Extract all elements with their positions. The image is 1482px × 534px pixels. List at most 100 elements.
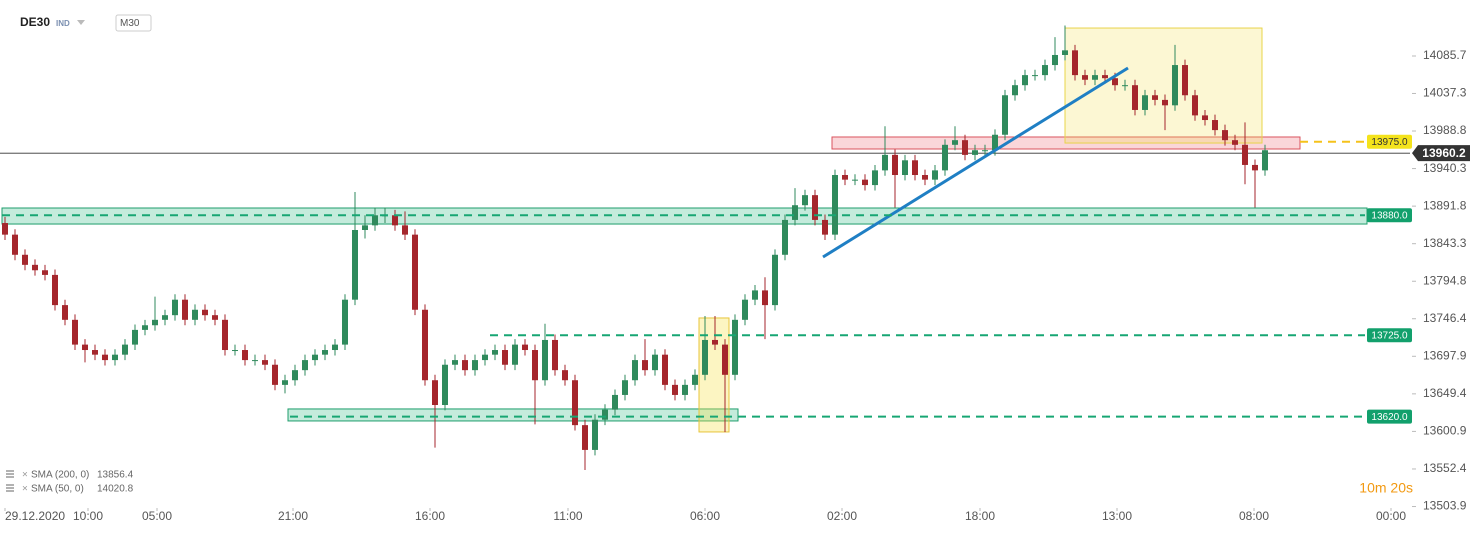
- indicator-remove: ×: [22, 470, 28, 481]
- candle-body: [692, 374, 698, 385]
- y-tick-label: 14037.3: [1423, 86, 1467, 100]
- candle-body: [332, 344, 338, 351]
- indicator-name: SMA (50, 0): [31, 484, 84, 495]
- symbol[interactable]: DE30: [20, 15, 50, 29]
- y-tick-label: 13552.4: [1423, 461, 1467, 475]
- candle-body: [322, 350, 328, 355]
- candle-body: [1002, 95, 1008, 135]
- candle-body: [1022, 75, 1028, 86]
- timeframe-box[interactable]: [115, 14, 152, 32]
- candle-body: [602, 409, 608, 420]
- y-tick-label: 13649.4: [1423, 386, 1467, 400]
- x-tick-label: 06:00: [690, 509, 720, 523]
- candle-body: [1092, 75, 1098, 80]
- candle-body: [162, 315, 168, 320]
- candle-body: [32, 264, 38, 271]
- candle-body: [702, 339, 708, 375]
- candle-body: [142, 325, 148, 330]
- candle-body: [802, 195, 808, 206]
- candle-body: [52, 274, 58, 306]
- candle-body: [1202, 115, 1208, 121]
- indicator-value: 14020.8: [97, 484, 134, 495]
- indicator-name: SMA (200, 0): [31, 470, 89, 481]
- candles-layer: [2, 25, 1268, 471]
- candle-body: [1122, 85, 1128, 87]
- candle-body: [672, 384, 678, 395]
- candle-body: [232, 350, 238, 352]
- candle-body: [932, 170, 938, 180]
- candle-body: [392, 215, 398, 226]
- candle-body: [762, 290, 768, 306]
- candle-body: [652, 354, 658, 371]
- x-tick-label: 18:00: [965, 509, 995, 523]
- axis-layer: 14085.7 14037.3 13988.8 13940.3 13891.8 13843…: [4, 48, 1467, 523]
- x-tick-label: 10:00: [73, 509, 103, 523]
- candle-body: [72, 319, 78, 345]
- level-label: 13880.0: [1371, 210, 1408, 221]
- candle-body: [272, 364, 278, 385]
- candle-body: [982, 150, 988, 152]
- candle-body: [12, 234, 18, 255]
- candle-body: [832, 175, 838, 235]
- candle-body: [942, 144, 948, 171]
- y-tick-label: 13794.8: [1423, 273, 1467, 287]
- candle-body: [532, 350, 538, 381]
- candle-body: [962, 140, 968, 155]
- candle-body: [552, 339, 558, 371]
- indicator-remove: ×: [22, 484, 28, 495]
- symbol-type: IND: [56, 19, 70, 28]
- candle-body: [192, 309, 198, 320]
- indicator-icon: [6, 484, 14, 492]
- candle-body: [732, 319, 738, 375]
- candle-body: [1012, 85, 1018, 96]
- candle-body: [92, 350, 98, 355]
- candle-body: [1102, 75, 1108, 79]
- candle-body: [952, 140, 958, 145]
- candle-body: [882, 154, 888, 171]
- candle-body: [212, 315, 218, 320]
- dropdown-arrow[interactable]: [77, 20, 85, 25]
- y-tick-label: 13746.4: [1423, 311, 1467, 325]
- candle-body: [792, 205, 798, 220]
- candle-body: [222, 319, 228, 351]
- candle-body: [1232, 140, 1238, 145]
- candle-body: [2, 223, 8, 235]
- candle-body: [132, 329, 138, 345]
- candle-body: [612, 394, 618, 410]
- overlay-layer: 13880.0 13725.0 13620.0 13975.0 13960.2 × SMA …: [2, 66, 1470, 495]
- candle-body: [812, 195, 818, 220]
- candle-body: [542, 339, 548, 381]
- candle-body: [742, 299, 748, 320]
- candle-body: [572, 380, 578, 426]
- level-label: 13620.0: [1371, 412, 1408, 423]
- candle-body: [1152, 95, 1158, 100]
- candle-body: [462, 360, 468, 371]
- indicator-icon: [6, 470, 14, 478]
- zone: [1, 207, 1368, 225]
- level-label-box: [1367, 409, 1412, 424]
- y-tick-label: 13940.3: [1423, 161, 1467, 175]
- candle-body: [42, 270, 48, 275]
- x-tick-label: 02:00: [827, 509, 857, 523]
- timeframe[interactable]: M30: [120, 18, 140, 29]
- x-tick-label: 05:00: [142, 509, 172, 523]
- level-label-box: [1367, 328, 1412, 343]
- candle-body: [682, 384, 688, 395]
- x-tick-label: 00:00: [1376, 509, 1406, 523]
- candle-body: [482, 354, 488, 361]
- candle-body: [252, 360, 258, 362]
- candle-body: [782, 219, 788, 255]
- candle-body: [722, 344, 728, 375]
- candle-body: [562, 370, 568, 381]
- candle-body: [1042, 65, 1048, 76]
- y-tick-label: 14085.7: [1423, 48, 1467, 62]
- candle-body: [472, 360, 478, 371]
- candle-body: [772, 254, 778, 306]
- candle-body: [512, 344, 518, 365]
- x-tick-label: 16:00: [415, 509, 445, 523]
- candle-body: [1222, 130, 1228, 141]
- candle-body: [1242, 144, 1248, 165]
- candle-body: [402, 225, 408, 235]
